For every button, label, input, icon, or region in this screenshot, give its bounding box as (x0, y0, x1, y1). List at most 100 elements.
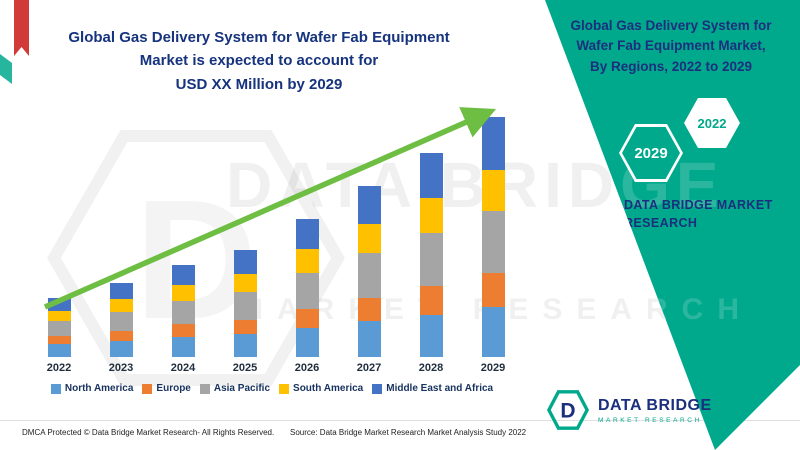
logo-hexagon-d-icon: D (546, 390, 590, 430)
legend-label-asia-pacific: Asia Pacific (213, 383, 271, 394)
side-panel-brand-text: DATA BRIDGE MARKET RESEARCH (624, 196, 784, 232)
logo-title: DATA BRIDGE (598, 396, 712, 414)
bar-segment-middle-east-and-africa (419, 152, 443, 199)
bar-segment-asia-pacific (233, 291, 257, 320)
bar-segment-north-america (481, 306, 505, 357)
bar-segment-europe (481, 273, 505, 307)
bar-segment-asia-pacific (357, 253, 381, 298)
year-label-2028: 2028 (418, 362, 444, 374)
bar-segment-south-america (295, 249, 319, 274)
legend-label-north-america: North America (64, 383, 134, 394)
bar-segment-asia-pacific (419, 232, 443, 286)
bar-segment-north-america (171, 337, 195, 357)
bar-segment-south-america (481, 170, 505, 211)
bar-stack-2025 (233, 250, 257, 357)
legend-swatch-south-america (279, 383, 290, 394)
bar-segment-europe (171, 324, 195, 338)
side-panel-brand-line1: DATA BRIDGE MARKET (624, 198, 773, 212)
legend-swatch-middle-east-and-africa (372, 383, 383, 394)
bar-segment-middle-east-and-africa (295, 218, 319, 250)
bar-stack-2023 (109, 282, 133, 357)
legend-swatch-europe (142, 383, 153, 394)
legend: North America Europe Asia Pacific South Ame… (16, 383, 528, 394)
bar-segment-middle-east-and-africa (47, 297, 71, 311)
company-logo: D DATA BRIDGE MARKET RESEARCH (546, 388, 712, 432)
bar-stack-2028 (419, 152, 443, 357)
hexagon-outline: 2029 (619, 124, 683, 182)
bar-segment-asia-pacific (171, 300, 195, 325)
source-note: Source: Data Bridge Market Research Mark… (290, 428, 527, 437)
bars-row: 2022 2023 2024 2025 2026 2027 2028 2029 (28, 103, 524, 375)
bar-column-2029: 2029 (470, 103, 516, 375)
bar-segment-europe (419, 285, 443, 315)
chart-title-line3: USD XX Million by 2029 (175, 75, 343, 93)
bar-segment-europe (233, 319, 257, 335)
bar-column-2022: 2022 (36, 103, 82, 375)
bar-column-2024: 2024 (160, 103, 206, 375)
bar-segment-asia-pacific (481, 210, 505, 274)
bar-stack-2029 (481, 117, 505, 357)
bar-segment-europe (295, 308, 319, 329)
year-label-2027: 2027 (356, 362, 382, 374)
legend-label-south-america: South America (293, 383, 364, 394)
svg-text:D: D (560, 400, 575, 423)
bar-segment-north-america (295, 328, 319, 357)
bar-stack-2024 (171, 265, 195, 357)
bar-segment-middle-east-and-africa (171, 265, 195, 285)
bar-segment-south-america (47, 310, 71, 321)
bar-segment-europe (47, 336, 71, 345)
side-panel-brand-line2: RESEARCH (624, 216, 698, 231)
bar-segment-asia-pacific (109, 311, 133, 332)
hexagon-outline: 2022 (684, 98, 740, 148)
red-ribbon-decoration (14, 0, 29, 56)
bar-column-2028: 2028 (408, 103, 454, 375)
legend-swatch-asia-pacific (199, 383, 210, 394)
bar-column-2023: 2023 (98, 103, 144, 375)
bar-segment-south-america (171, 284, 195, 301)
bar-segment-asia-pacific (295, 273, 319, 309)
side-panel-title-line1: Global Gas Delivery System for (570, 18, 772, 33)
bar-segment-europe (357, 297, 381, 322)
year-label-2025: 2025 (232, 362, 258, 374)
legend-item-europe: Europe (142, 383, 191, 394)
bar-stack-2026 (295, 218, 319, 357)
year-label-2026: 2026 (294, 362, 320, 374)
bar-segment-north-america (233, 334, 257, 357)
dmca-notice: DMCA Protected © Data Bridge Market Rese… (22, 428, 275, 437)
legend-item-middle-east-and-africa: Middle East and Africa (372, 383, 493, 394)
bar-segment-europe (109, 331, 133, 342)
bar-stack-2022 (47, 297, 71, 357)
chart-title-line1: Global Gas Delivery System for Wafer Fab… (68, 29, 450, 46)
year-label-2024: 2024 (170, 362, 196, 374)
year-label-2022: 2022 (46, 362, 72, 374)
bar-segment-north-america (47, 344, 71, 357)
bar-column-2026: 2026 (284, 103, 330, 375)
hexagon-year-2029-label: 2029 (622, 127, 680, 179)
bar-segment-middle-east-and-africa (109, 282, 133, 299)
legend-swatch-north-america (50, 383, 61, 394)
bar-column-2027: 2027 (346, 103, 392, 375)
logo-subtitle: MARKET RESEARCH (598, 416, 702, 424)
bar-segment-middle-east-and-africa (357, 186, 381, 224)
bar-segment-south-america (357, 223, 381, 254)
year-label-2029: 2029 (480, 362, 506, 374)
side-panel-title-line2: Wafer Fab Equipment Market, (576, 38, 766, 54)
bar-segment-south-america (109, 298, 133, 312)
bar-segment-south-america (419, 198, 443, 233)
bar-column-2025: 2025 (222, 103, 268, 375)
hexagon-year-2029: 2029 (619, 124, 683, 182)
bar-segment-middle-east-and-africa (233, 250, 257, 275)
teal-corner-decoration (0, 54, 12, 84)
chart-title-line2: Market is expected to account for (139, 52, 379, 70)
bar-segment-asia-pacific (47, 320, 71, 337)
legend-item-south-america: South America (279, 383, 363, 394)
year-label-2023: 2023 (108, 362, 134, 374)
bar-segment-south-america (233, 274, 257, 292)
legend-item-asia-pacific: Asia Pacific (199, 383, 271, 394)
chart-title: Global Gas Delivery System for Wafer Fab… (28, 26, 490, 96)
bar-segment-north-america (109, 341, 133, 357)
bar-segment-middle-east-and-africa (481, 117, 505, 171)
footer-divider (0, 420, 800, 421)
legend-label-middle-east-and-africa: Middle East and Africa (386, 383, 494, 394)
